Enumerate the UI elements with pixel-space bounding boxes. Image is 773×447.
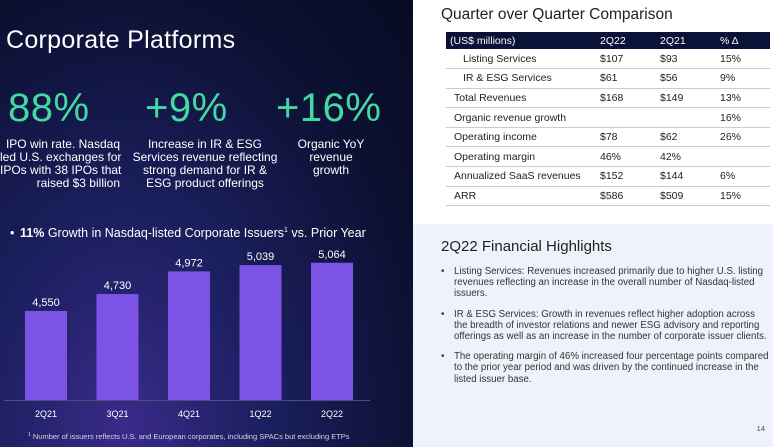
chart-bar-3q21 [96,294,139,400]
highlights-list: • Listing Services: Revenues increased p… [441,266,771,394]
header-2q22: 2Q22 [596,32,656,49]
table-row: Listing Services $107 $93 15% [446,49,770,70]
table-row: Organic revenue growth 16% [446,107,770,128]
stat-ipo-win-rate-description: IPO win rate. Nasdaq led U.S. exchanges … [0,137,122,190]
chart-data-label: 4,550 [32,297,60,309]
chart-tick-label: 2Q22 [321,409,343,419]
chart-bar-2q22 [311,262,353,400]
list-item: • IR & ESG Services: Growth in revenues … [441,308,767,343]
table-row: Total Revenues $168 $149 13% [446,88,770,109]
stat-organic-growth-value: +16% [276,86,382,130]
qoq-comparison-title: Quarter over Quarter Comparison [441,6,673,23]
list-item: • The operating margin of 46% increased … [441,351,769,385]
chart-tick-label: 2Q21 [35,409,57,419]
table-row: IR & ESG Services $61 $56 9% [446,68,770,89]
header-pct-change: % Δ [716,32,770,49]
bullet-icon: • [10,226,15,240]
table-row: ARR $586 $509 15% [446,186,770,207]
chart-data-label: 5,039 [247,251,275,263]
issuers-bar-chart: 4,550 2Q21 4,730 3Q21 4,972 4Q21 5,039 1Q22 5,06… [4,250,370,419]
chart-data-label: 4,972 [175,257,203,269]
table-row: Annualized SaaS revenues $152 $144 6% [446,166,770,187]
chart-bar-4q21 [168,271,210,400]
header-2q21: 2Q21 [656,32,716,49]
chart-tick-label: 1Q22 [249,409,271,419]
table-row: Operating income $78 $62 26% [446,127,770,148]
issuer-growth-heading: • 11% Growth in Nasdaq-listed Corporate I… [10,226,366,240]
chart-tick-label: 4Q21 [178,409,200,419]
stat-ir-esg-description: Increase in IR & ESG Services revenue re… [132,137,278,190]
stat-ir-esg-increase-value: +9% [145,86,228,130]
qoq-comparison-table: (US$ millions) 2Q22 2Q21 % Δ Listing Ser… [446,32,770,207]
chart-tick-label: 3Q21 [106,409,128,419]
chart-bar-1q22 [239,265,282,400]
table-header-row: (US$ millions) 2Q22 2Q21 % Δ [446,32,770,49]
highlights-title: 2Q22 Financial Highlights [441,238,612,255]
list-item: • Listing Services: Revenues increased p… [441,266,764,300]
chart-bar-2q21 [25,310,67,400]
page-number: 14 [756,424,765,433]
stat-ipo-win-rate-value: 88% [8,86,90,130]
bullet-icon: • [441,266,445,277]
bullet-icon: • [441,308,445,320]
table-row: Operating margin 46% 42% [446,146,770,168]
page-title: Corporate Platforms [6,26,236,54]
header-metric: (US$ millions) [446,32,596,49]
financial-highlights-panel: 2Q22 Financial Highlights • Listing Serv… [413,224,773,447]
chart-data-label: 4,730 [104,280,132,292]
corporate-platforms-panel: Corporate Platforms 88% +9% +16% IPO win… [0,0,413,447]
stat-organic-growth-description: Organic YoY revenue growth [297,137,365,177]
footnote: 1 Number of issuers reflects U.S. and Eu… [28,432,350,441]
chart-data-label: 5,064 [318,250,346,261]
bullet-icon: • [441,351,445,363]
